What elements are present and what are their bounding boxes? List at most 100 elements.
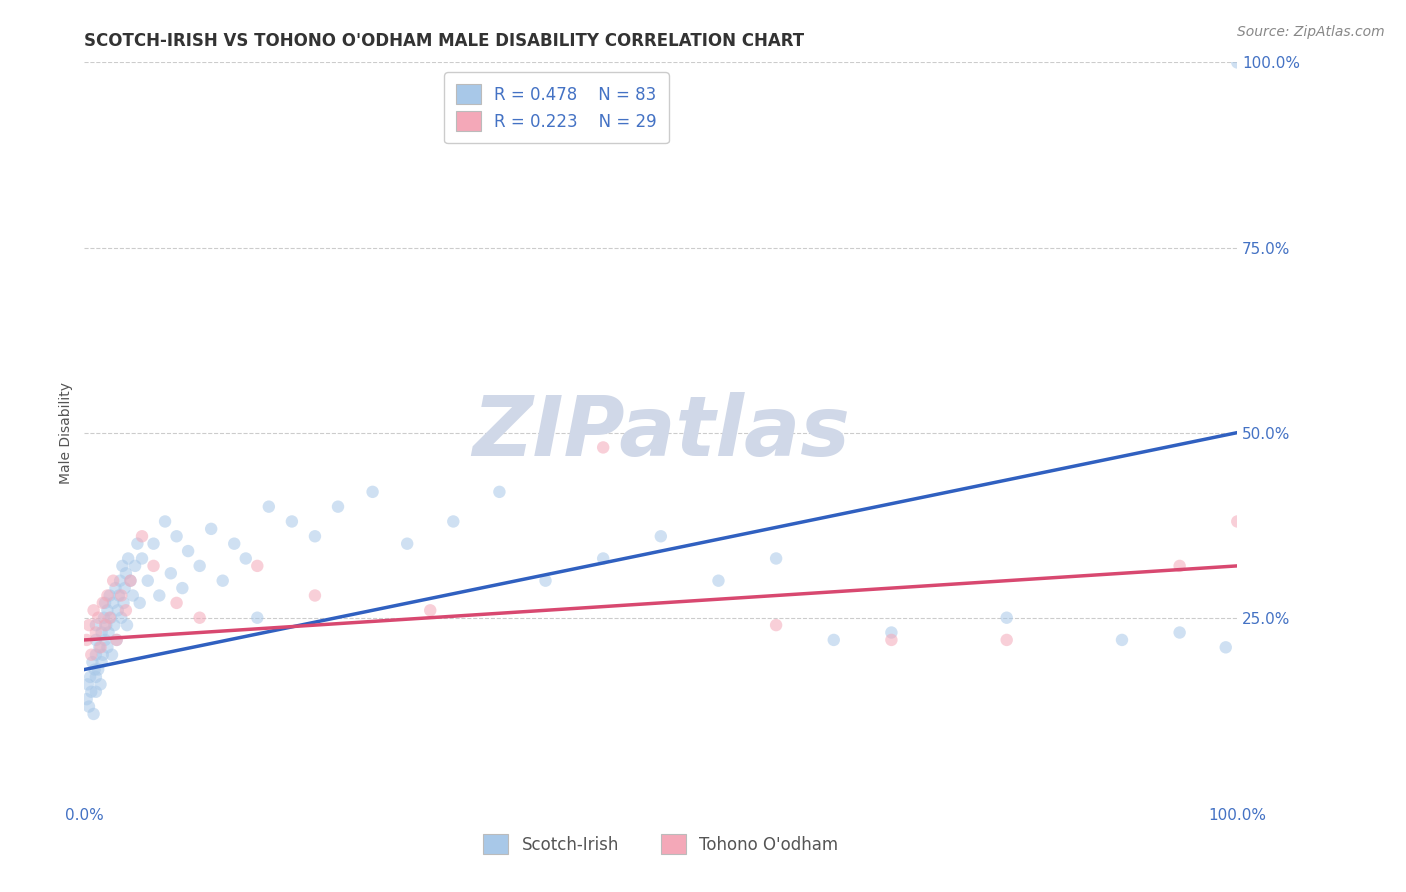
Point — [79, 670, 101, 684]
Point — [114, 581, 136, 595]
Point — [101, 648, 124, 662]
Point — [90, 625, 112, 640]
Point — [488, 484, 510, 499]
Point — [104, 581, 127, 595]
Point — [124, 558, 146, 573]
Point — [110, 589, 132, 603]
Point — [87, 663, 110, 677]
Point — [76, 632, 98, 647]
Point — [82, 655, 104, 669]
Point — [108, 574, 131, 588]
Point — [121, 589, 143, 603]
Point — [94, 618, 117, 632]
Point — [98, 610, 121, 624]
Point — [84, 618, 107, 632]
Point — [592, 441, 614, 455]
Point — [98, 589, 121, 603]
Point — [97, 625, 120, 640]
Point — [419, 603, 441, 617]
Point — [650, 529, 672, 543]
Point — [112, 596, 135, 610]
Point — [103, 574, 124, 588]
Point — [707, 574, 730, 588]
Point — [281, 515, 304, 529]
Point — [84, 648, 107, 662]
Point — [89, 640, 111, 655]
Point — [148, 589, 170, 603]
Point — [172, 581, 194, 595]
Point — [534, 574, 557, 588]
Point — [83, 706, 105, 721]
Point — [136, 574, 159, 588]
Point — [246, 558, 269, 573]
Point — [128, 596, 150, 610]
Point — [166, 596, 188, 610]
Point — [83, 663, 105, 677]
Point — [1226, 55, 1249, 70]
Point — [1215, 640, 1237, 655]
Point — [91, 596, 114, 610]
Point — [110, 610, 132, 624]
Point — [188, 558, 211, 573]
Point — [107, 603, 129, 617]
Point — [84, 670, 107, 684]
Point — [246, 610, 269, 624]
Point — [96, 618, 118, 632]
Point — [94, 632, 117, 647]
Point — [200, 522, 222, 536]
Point — [105, 632, 128, 647]
Point — [396, 536, 419, 550]
Point — [96, 603, 118, 617]
Point — [76, 677, 98, 691]
Point — [235, 551, 257, 566]
Point — [880, 625, 903, 640]
Point — [105, 632, 128, 647]
Point — [84, 625, 107, 640]
Point — [103, 596, 124, 610]
Point — [995, 610, 1018, 624]
Point — [131, 551, 153, 566]
Point — [93, 610, 115, 624]
Point — [120, 574, 142, 588]
Text: ZIPatlas: ZIPatlas — [472, 392, 849, 473]
Point — [111, 558, 134, 573]
Point — [765, 618, 787, 632]
Point — [211, 574, 233, 588]
Text: SCOTCH-IRISH VS TOHONO O'ODHAM MALE DISABILITY CORRELATION CHART: SCOTCH-IRISH VS TOHONO O'ODHAM MALE DISA… — [84, 32, 804, 50]
Point — [823, 632, 845, 647]
Point — [166, 529, 188, 543]
Point — [89, 677, 111, 691]
Point — [100, 610, 122, 624]
Point — [304, 529, 326, 543]
Point — [995, 632, 1018, 647]
Point — [76, 692, 98, 706]
Point — [117, 551, 139, 566]
Y-axis label: Male Disability: Male Disability — [59, 382, 73, 483]
Point — [1111, 632, 1133, 647]
Point — [160, 566, 183, 581]
Point — [142, 558, 165, 573]
Point — [326, 500, 349, 514]
Point — [304, 589, 326, 603]
Point — [108, 589, 131, 603]
Point — [177, 544, 200, 558]
Point — [1226, 515, 1249, 529]
Point — [127, 536, 149, 550]
Point — [90, 655, 112, 669]
Point — [153, 515, 176, 529]
Point — [1168, 558, 1191, 573]
Point — [96, 640, 118, 655]
Point — [765, 551, 787, 566]
Point — [96, 589, 118, 603]
Legend: Scotch-Irish, Tohono O'odham: Scotch-Irish, Tohono O'odham — [477, 828, 845, 861]
Point — [87, 610, 110, 624]
Point — [115, 566, 138, 581]
Point — [115, 603, 138, 617]
Point — [880, 632, 903, 647]
Point — [103, 618, 125, 632]
Point — [131, 529, 153, 543]
Point — [83, 603, 105, 617]
Point — [84, 685, 107, 699]
Point — [120, 574, 142, 588]
Point — [592, 551, 614, 566]
